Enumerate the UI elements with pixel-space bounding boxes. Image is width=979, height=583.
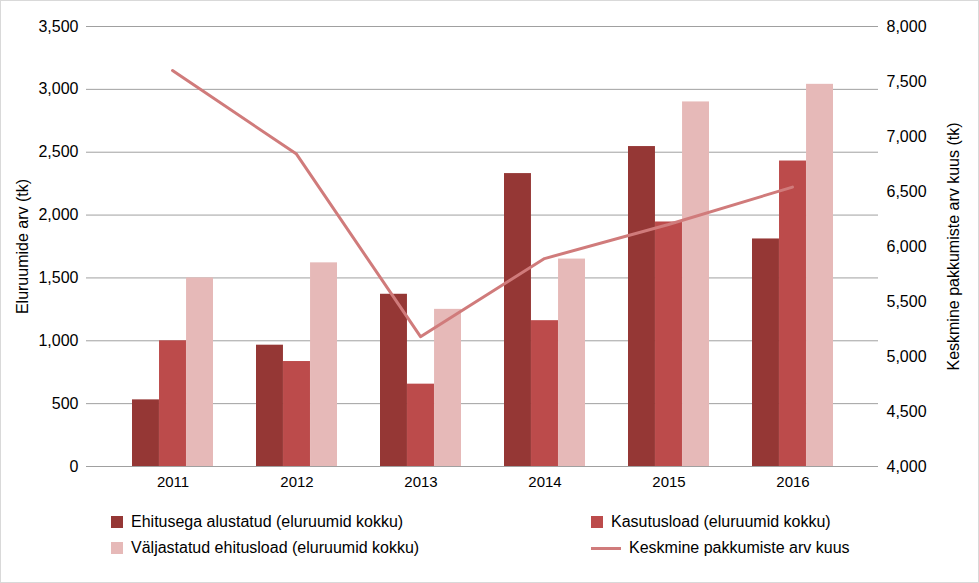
svg-text:2012: 2012 (280, 473, 313, 490)
svg-text:7,500: 7,500 (887, 73, 927, 90)
svg-text:Eluruumide arv (tk): Eluruumide arv (tk) (14, 179, 31, 314)
svg-text:4,000: 4,000 (887, 458, 927, 475)
html-text:Ehitusega alustatud (eluruumid: Ehitusega alustatud (eluruumid kokku) (131, 513, 404, 530)
svg-text:2,500: 2,500 (38, 143, 78, 160)
svg-text:2014: 2014 (528, 473, 561, 490)
svg-text:6,000: 6,000 (887, 238, 927, 255)
html-text:Väljastatud ehitusload (eluruu: Väljastatud ehitusload (eluruumid kokku) (131, 539, 420, 556)
svg-text:1,000: 1,000 (38, 332, 78, 349)
svg-text:5,500: 5,500 (887, 293, 927, 310)
svg-text:6,500: 6,500 (887, 183, 927, 200)
svg-text:1,500: 1,500 (38, 269, 78, 286)
svg-text:8,000: 8,000 (887, 18, 927, 35)
svg-text:7,000: 7,000 (887, 128, 927, 145)
html-text:Keskmine pakkumiste arv kuus: Keskmine pakkumiste arv kuus (629, 539, 850, 556)
svg-text:Keskmine pakkumiste arv kuus (: Keskmine pakkumiste arv kuus (tk) (945, 122, 962, 370)
svg-text:3,000: 3,000 (38, 80, 78, 97)
svg-text:2015: 2015 (652, 473, 685, 490)
svg-text:0: 0 (70, 458, 79, 475)
svg-text:2013: 2013 (404, 473, 437, 490)
svg-text:3,500: 3,500 (38, 18, 78, 35)
svg-text:2016: 2016 (776, 473, 809, 490)
svg-text:2011: 2011 (157, 473, 189, 490)
svg-text:5,000: 5,000 (887, 348, 927, 365)
svg-text:2,000: 2,000 (38, 206, 78, 223)
html-text:Kasutusload (eluruumid kokku): Kasutusload (eluruumid kokku) (611, 513, 831, 530)
svg-text:4,500: 4,500 (887, 403, 927, 420)
svg-text:500: 500 (52, 395, 79, 412)
